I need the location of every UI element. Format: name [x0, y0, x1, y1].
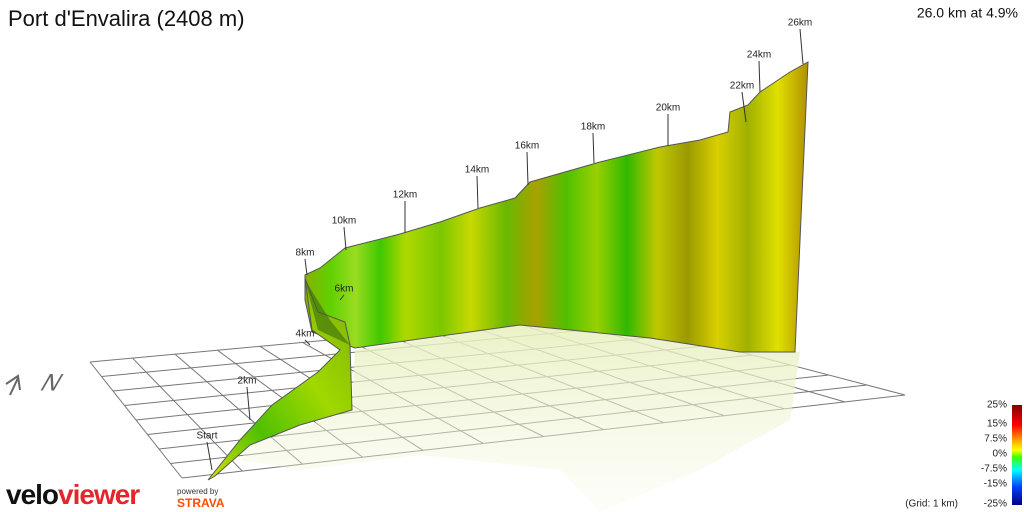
- title: Port d'Envalira (2408 m): [8, 6, 245, 31]
- legend-label: 7.5%: [984, 434, 1007, 445]
- marker-leader: [526, 151, 529, 186]
- km-label: 2km: [238, 376, 257, 387]
- km-label: 4km: [296, 329, 315, 340]
- legend-label: 25%: [987, 400, 1007, 411]
- km-label: 24km: [747, 50, 771, 61]
- marker-leader: [304, 339, 311, 346]
- marker-leader: [339, 294, 345, 301]
- km-label: 6km: [335, 284, 354, 295]
- legend-label: 0%: [993, 449, 1008, 460]
- legend-label: -15%: [984, 479, 1007, 490]
- profile-wall: [304, 61, 809, 353]
- km-label: 12km: [393, 190, 417, 201]
- legend: 25% 15% 7.5% 0% -7.5% -15% -25%: [981, 400, 1007, 510]
- ground-shadow: [240, 325, 800, 512]
- logo: veloviewer: [6, 479, 140, 510]
- marker-leader: [758, 60, 761, 93]
- marker-leader: [246, 386, 251, 421]
- marker-leader: [592, 132, 595, 164]
- legend-label: -7.5%: [981, 464, 1007, 475]
- powered-by: powered by: [177, 487, 218, 496]
- marker-leader: [343, 226, 347, 251]
- partner: STRAVA: [177, 496, 225, 510]
- compass-head: [5, 374, 21, 391]
- km-label: 16km: [515, 141, 539, 152]
- compass: N: [5, 370, 68, 396]
- marker-leader: [476, 175, 479, 209]
- marker-leader: [304, 258, 308, 276]
- logo-a: velo: [6, 479, 59, 510]
- km-label: 22km: [730, 81, 754, 92]
- profile-ribbon: [207, 277, 353, 481]
- marker-leader: [741, 91, 747, 123]
- compass-arrow: [9, 377, 19, 396]
- marker-leader: [206, 441, 213, 471]
- compass-label: N: [35, 370, 67, 396]
- km-label: 10km: [332, 216, 356, 227]
- marker-leader: [799, 28, 804, 65]
- km-label: 18km: [581, 122, 605, 133]
- hairpin-shade: [305, 280, 350, 345]
- km-label: 20km: [656, 103, 680, 114]
- logo-b: viewer: [58, 479, 140, 510]
- grid-note: (Grid: 1 km): [905, 499, 958, 510]
- km-label: 26km: [788, 18, 812, 29]
- km-label: 14km: [465, 165, 489, 176]
- legend-label: -25%: [984, 499, 1007, 510]
- km-markers: Start 2km 4km 6km 8km 10km 12km 14km 16km 18km 20k…: [196, 18, 812, 471]
- summary: 26.0 km at 4.9%: [917, 5, 1018, 21]
- km-label: 8km: [296, 248, 315, 259]
- legend-scale: [1012, 405, 1022, 505]
- km-label: Start: [196, 431, 217, 442]
- legend-label: 15%: [987, 419, 1007, 430]
